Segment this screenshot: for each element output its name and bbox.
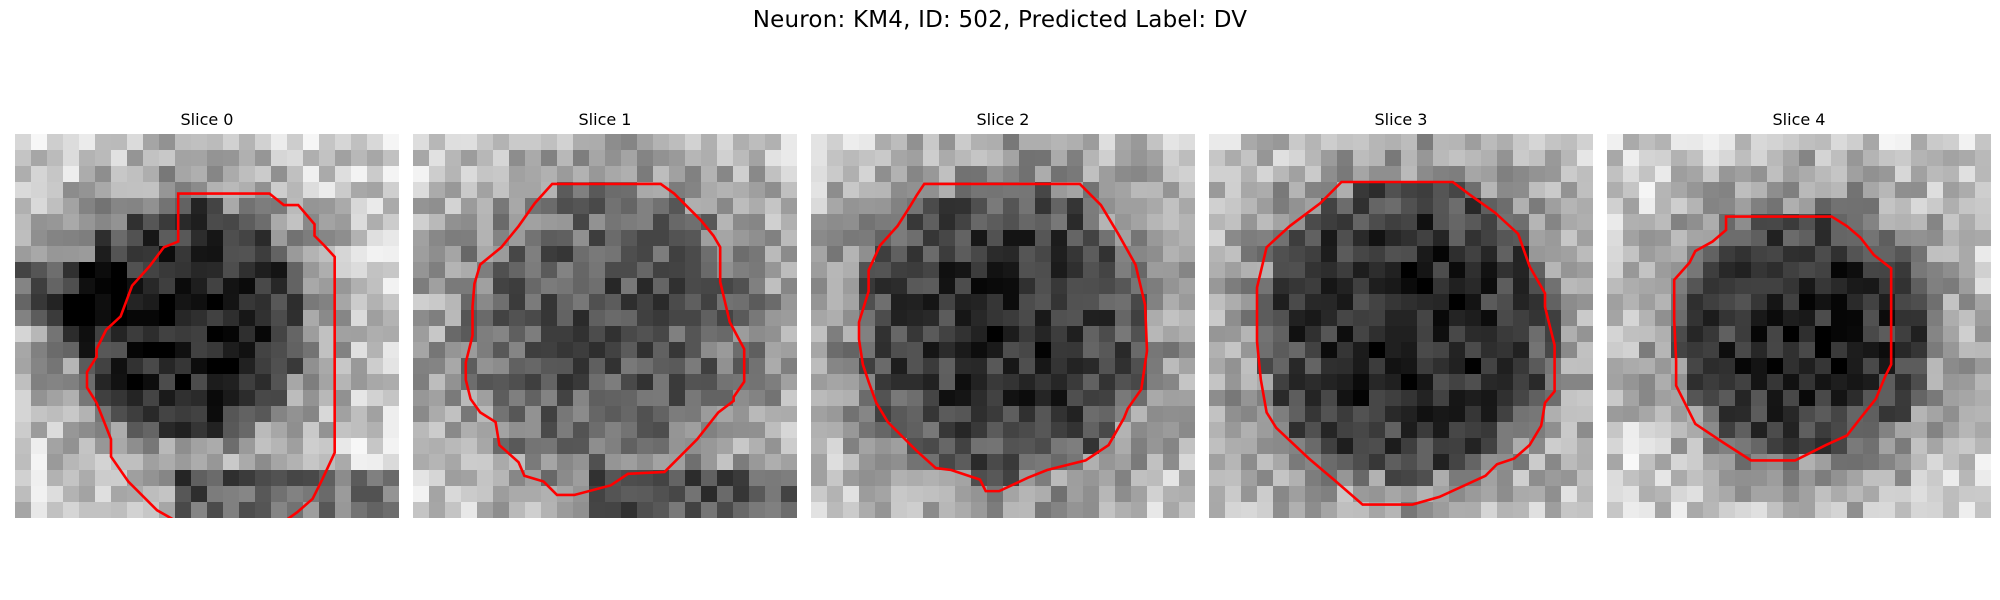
slice-panel-1: Slice 1 xyxy=(413,110,797,518)
pixel-grid xyxy=(1209,134,1593,518)
slice-image xyxy=(15,134,399,518)
slice-image xyxy=(1209,134,1593,518)
slice-panel-3: Slice 3 xyxy=(1209,110,1593,518)
pixel-grid xyxy=(413,134,797,518)
slice-title: Slice 4 xyxy=(1607,110,1991,134)
slice-title: Slice 0 xyxy=(15,110,399,134)
slice-title: Slice 1 xyxy=(413,110,797,134)
slice-image xyxy=(811,134,1195,518)
slice-title: Slice 2 xyxy=(811,110,1195,134)
pixel-grid xyxy=(811,134,1195,518)
figure-title: Neuron: KM4, ID: 502, Predicted Label: D… xyxy=(0,7,2000,33)
slice-panel-4: Slice 4 xyxy=(1607,110,1991,518)
slice-panel-0: Slice 0 xyxy=(15,110,399,518)
slice-image xyxy=(413,134,797,518)
slice-title: Slice 3 xyxy=(1209,110,1593,134)
slice-panel-2: Slice 2 xyxy=(811,110,1195,518)
pixel-grid xyxy=(15,134,399,518)
slice-image xyxy=(1607,134,1991,518)
pixel-grid xyxy=(1607,134,1991,518)
